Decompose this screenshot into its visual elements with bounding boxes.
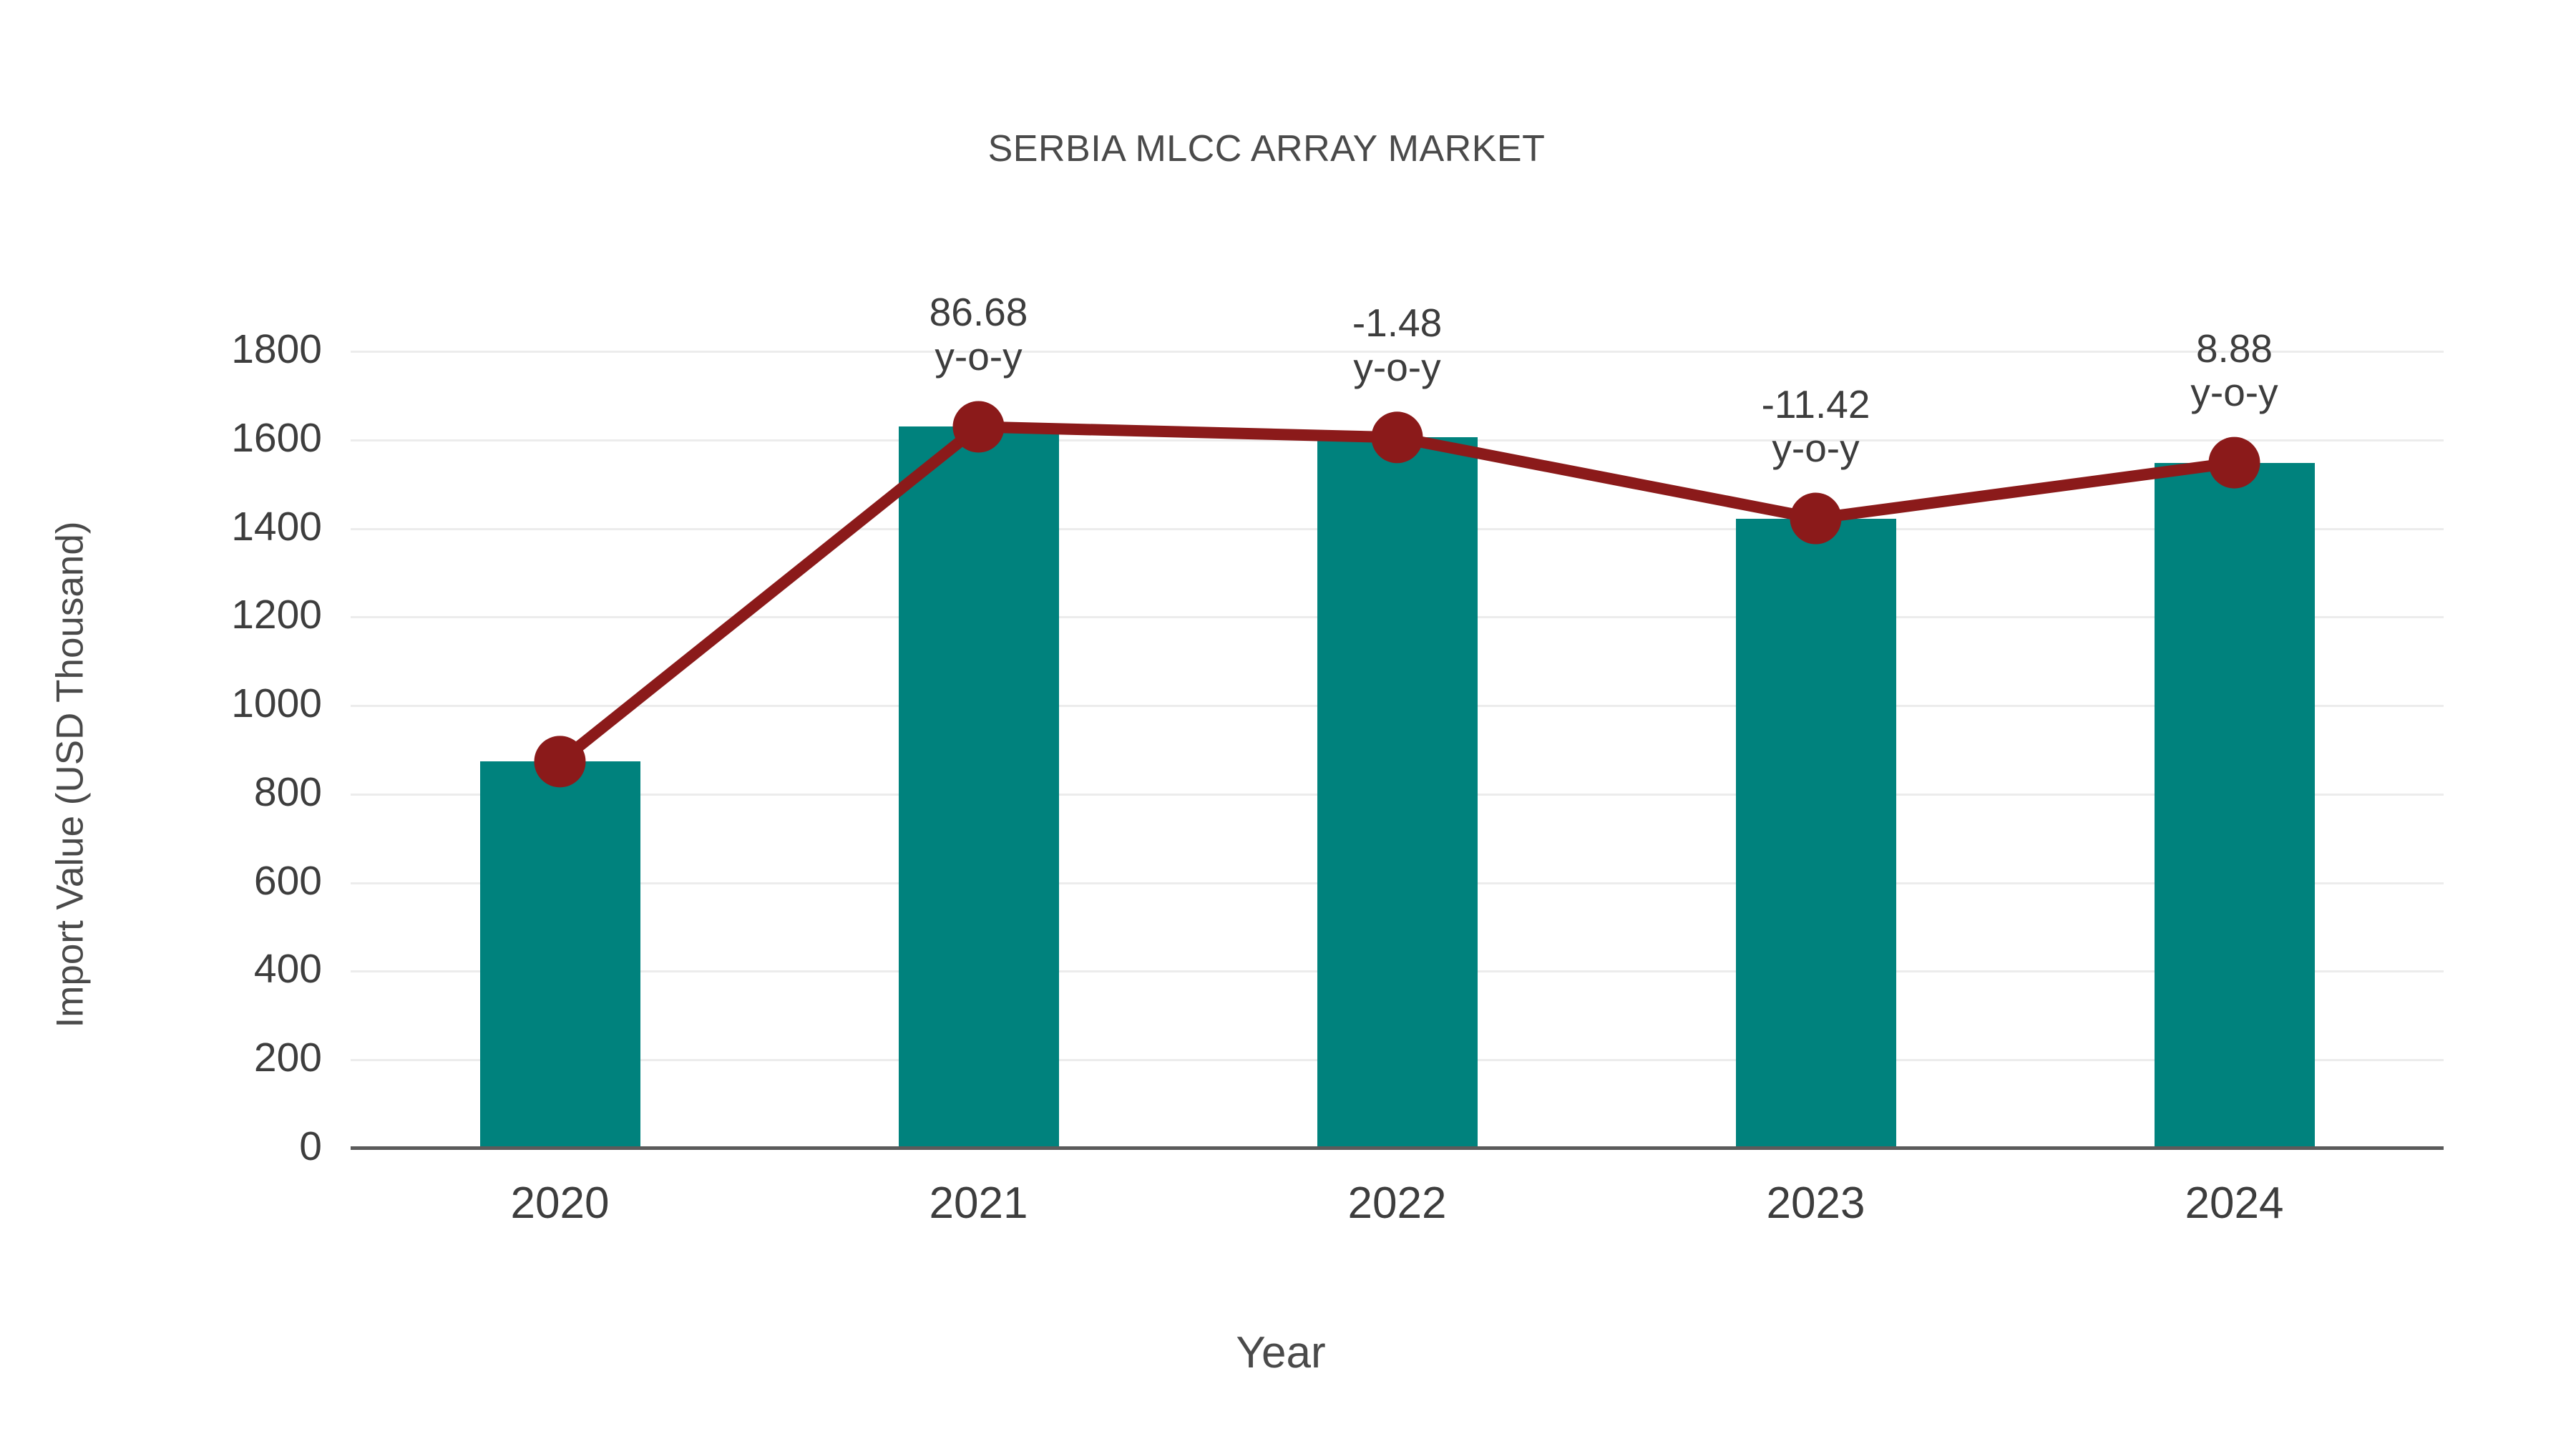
y-tick-label: 0 bbox=[299, 1123, 322, 1169]
y-tick-label: 400 bbox=[253, 946, 322, 992]
yoy-annotation: -1.48 y-o-y bbox=[1219, 301, 1576, 389]
x-tick-label: 2023 bbox=[1766, 1179, 1865, 1228]
yoy-unit: y-o-y bbox=[935, 334, 1023, 379]
gridline bbox=[351, 351, 2444, 353]
y-tick-label: 1600 bbox=[231, 414, 322, 461]
plot-area bbox=[351, 351, 2444, 1150]
yoy-value: -1.48 bbox=[1352, 301, 1443, 346]
bar[interactable] bbox=[898, 426, 1059, 1148]
yoy-annotation: 8.88 y-o-y bbox=[2056, 326, 2414, 415]
y-tick-label: 1400 bbox=[231, 503, 322, 550]
x-tick-label: 2020 bbox=[510, 1179, 610, 1228]
yoy-value: -11.42 bbox=[1761, 381, 1870, 426]
y-tick-label: 1800 bbox=[231, 326, 322, 372]
y-axis-title: Import Value (USD Thousand) bbox=[49, 521, 92, 1028]
y-tick-label: 200 bbox=[253, 1035, 322, 1081]
x-tick-label: 2024 bbox=[2185, 1179, 2284, 1228]
y-tick-label: 600 bbox=[253, 857, 322, 904]
bar[interactable] bbox=[2154, 462, 2315, 1148]
yoy-annotation: -11.42 y-o-y bbox=[1637, 381, 1995, 471]
x-axis-line bbox=[351, 1146, 2444, 1150]
chart-title: SERBIA MLCC ARRAY MARKET bbox=[987, 128, 1546, 170]
y-tick-label: 800 bbox=[253, 769, 322, 815]
y-tick-label: 1000 bbox=[231, 680, 322, 727]
x-tick-label: 2021 bbox=[929, 1179, 1028, 1228]
yoy-value: 8.88 bbox=[2195, 326, 2273, 371]
bar[interactable] bbox=[1735, 518, 1896, 1148]
yoy-unit: y-o-y bbox=[1353, 344, 1441, 389]
yoy-unit: y-o-y bbox=[2190, 370, 2278, 415]
x-axis-title: Year bbox=[1236, 1328, 1326, 1377]
bar[interactable] bbox=[479, 761, 640, 1148]
bar[interactable] bbox=[1317, 437, 1478, 1148]
x-tick-label: 2022 bbox=[1347, 1179, 1447, 1228]
yoy-unit: y-o-y bbox=[1772, 426, 1860, 471]
y-tick-label: 1200 bbox=[231, 592, 322, 638]
yoy-value: 86.68 bbox=[929, 290, 1028, 335]
yoy-annotation: 86.68 y-o-y bbox=[800, 291, 1158, 379]
